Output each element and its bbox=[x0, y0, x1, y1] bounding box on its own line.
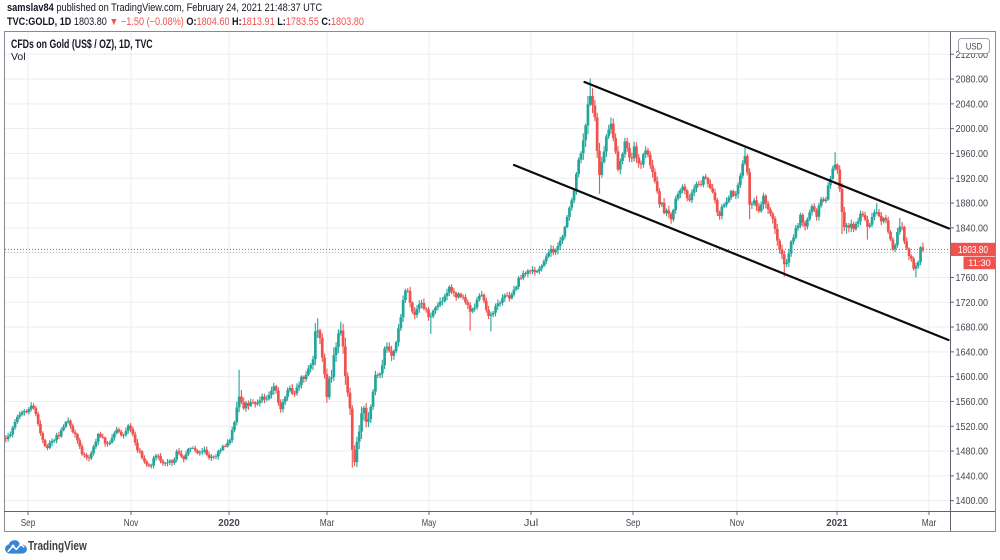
svg-text:Nov: Nov bbox=[730, 517, 745, 529]
svg-text:1480.00: 1480.00 bbox=[956, 447, 989, 458]
svg-text:2000.00: 2000.00 bbox=[956, 124, 989, 135]
svg-text:Sep: Sep bbox=[21, 517, 36, 529]
svg-text:1960.00: 1960.00 bbox=[956, 149, 989, 160]
svg-text:Mar: Mar bbox=[922, 517, 937, 529]
svg-text:1400.00: 1400.00 bbox=[956, 496, 989, 507]
svg-text:2080.00: 2080.00 bbox=[956, 75, 989, 86]
svg-text:1520.00: 1520.00 bbox=[956, 422, 989, 433]
svg-text:2021: 2021 bbox=[826, 517, 848, 529]
svg-text:1560.00: 1560.00 bbox=[956, 397, 989, 408]
svg-text:1720.00: 1720.00 bbox=[956, 298, 989, 309]
svg-text:Sep: Sep bbox=[626, 517, 641, 529]
svg-text:1680.00: 1680.00 bbox=[956, 323, 989, 334]
svg-text:1440.00: 1440.00 bbox=[956, 471, 989, 482]
svg-text:USD: USD bbox=[966, 41, 983, 52]
svg-text:Jul: Jul bbox=[524, 517, 539, 529]
svg-text:1803.80: 1803.80 bbox=[958, 245, 988, 256]
svg-text:1600.00: 1600.00 bbox=[956, 372, 989, 383]
svg-text:2120.00: 2120.00 bbox=[956, 50, 989, 61]
svg-text:1920.00: 1920.00 bbox=[956, 174, 989, 185]
svg-text:11:30: 11:30 bbox=[968, 258, 991, 269]
svg-text:2040.00: 2040.00 bbox=[956, 99, 989, 110]
svg-text:Mar: Mar bbox=[320, 517, 335, 529]
svg-text:2020: 2020 bbox=[218, 517, 240, 529]
svg-text:1840.00: 1840.00 bbox=[956, 223, 989, 234]
svg-text:1760.00: 1760.00 bbox=[956, 273, 989, 284]
svg-text:Nov: Nov bbox=[124, 517, 139, 529]
svg-text:1880.00: 1880.00 bbox=[956, 199, 989, 210]
svg-text:May: May bbox=[422, 517, 437, 529]
svg-text:1640.00: 1640.00 bbox=[956, 347, 989, 358]
